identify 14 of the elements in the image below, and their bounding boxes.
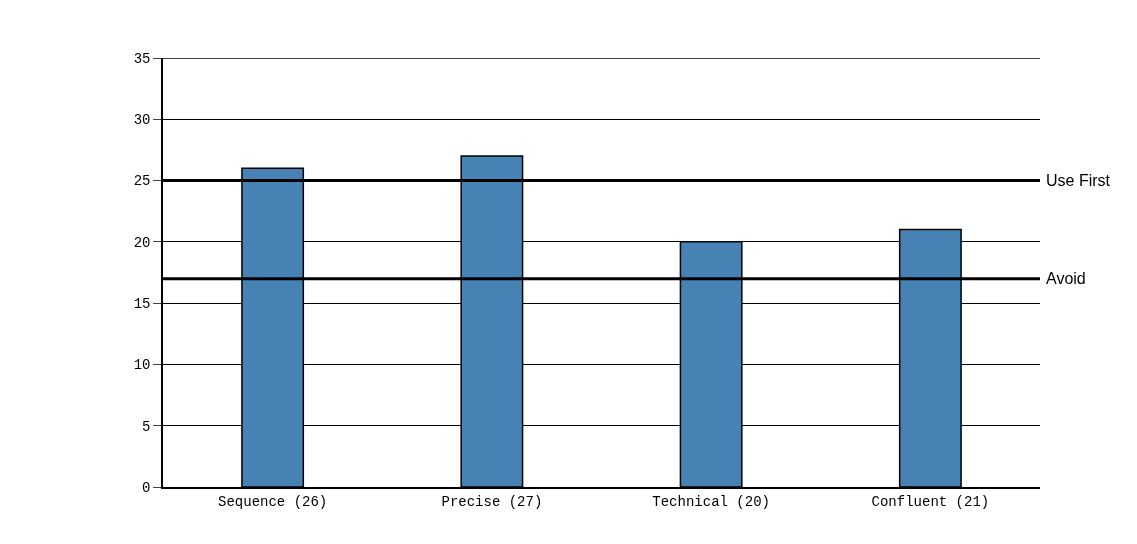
ref-line-label: Avoid [1046, 270, 1086, 287]
x-tick-label: Precise (27) [441, 493, 543, 510]
x-tick-label: Confluent (21) [871, 493, 990, 510]
y-tick-label: 15 [133, 296, 151, 313]
y-tick-label: 20 [133, 234, 151, 251]
y-tick-label: 35 [133, 50, 151, 67]
y-tick-label: 10 [133, 357, 151, 374]
ref-line-label: Use First [1046, 172, 1111, 189]
y-tick-label: 5 [142, 418, 151, 435]
y-tick-label: 30 [133, 112, 151, 129]
y-tick-label: 25 [133, 173, 151, 190]
x-tick-label: Technical (20) [652, 493, 770, 510]
x-tick-label: Sequence (26) [218, 493, 328, 510]
y-tick-label: 0 [142, 479, 151, 496]
